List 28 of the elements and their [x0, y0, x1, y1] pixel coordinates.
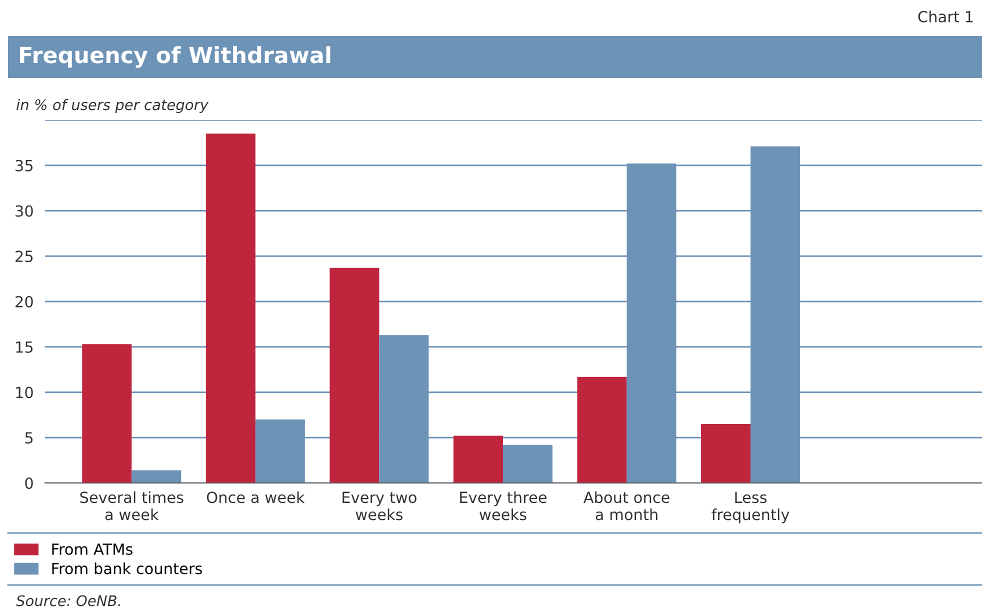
caption: Chart 1: [918, 10, 973, 22]
source-note: Source: OeNB.: [16, 595, 120, 606]
y-tick-label: 20: [16, 296, 33, 308]
bar: [577, 376, 627, 483]
x-tick-label: Every two weeks: [342, 492, 416, 520]
bar: [132, 470, 182, 483]
bar: [82, 344, 132, 483]
x-tick-label: Less frequently: [712, 492, 790, 524]
y-tick-label: 25: [16, 250, 33, 262]
y-tick-label: 10: [16, 386, 33, 398]
bar: [453, 436, 503, 483]
y-tick-label: 5: [25, 432, 33, 444]
x-tick-label: Several times a week: [80, 491, 184, 520]
chart-subtitle: in % of users per category: [16, 98, 209, 114]
x-tick-label: Once a week: [206, 491, 305, 504]
y-tick-label: 35: [16, 160, 33, 172]
x-tick-label: About once a month: [583, 491, 670, 520]
bar: [502, 444, 552, 483]
legend-label: From ATMs: [52, 544, 132, 555]
y-tick-label: 15: [16, 342, 33, 353]
x-tick-label: Every three weeks: [460, 491, 547, 520]
bar: [330, 268, 380, 483]
legend-label: From bank counters: [52, 562, 202, 574]
chart-title: Frequency of Withdrawal: [20, 46, 330, 68]
y-tick-label: 0: [25, 477, 33, 490]
bar: [701, 424, 751, 483]
bar: [206, 134, 256, 483]
y-tick-label: 30: [16, 205, 33, 217]
